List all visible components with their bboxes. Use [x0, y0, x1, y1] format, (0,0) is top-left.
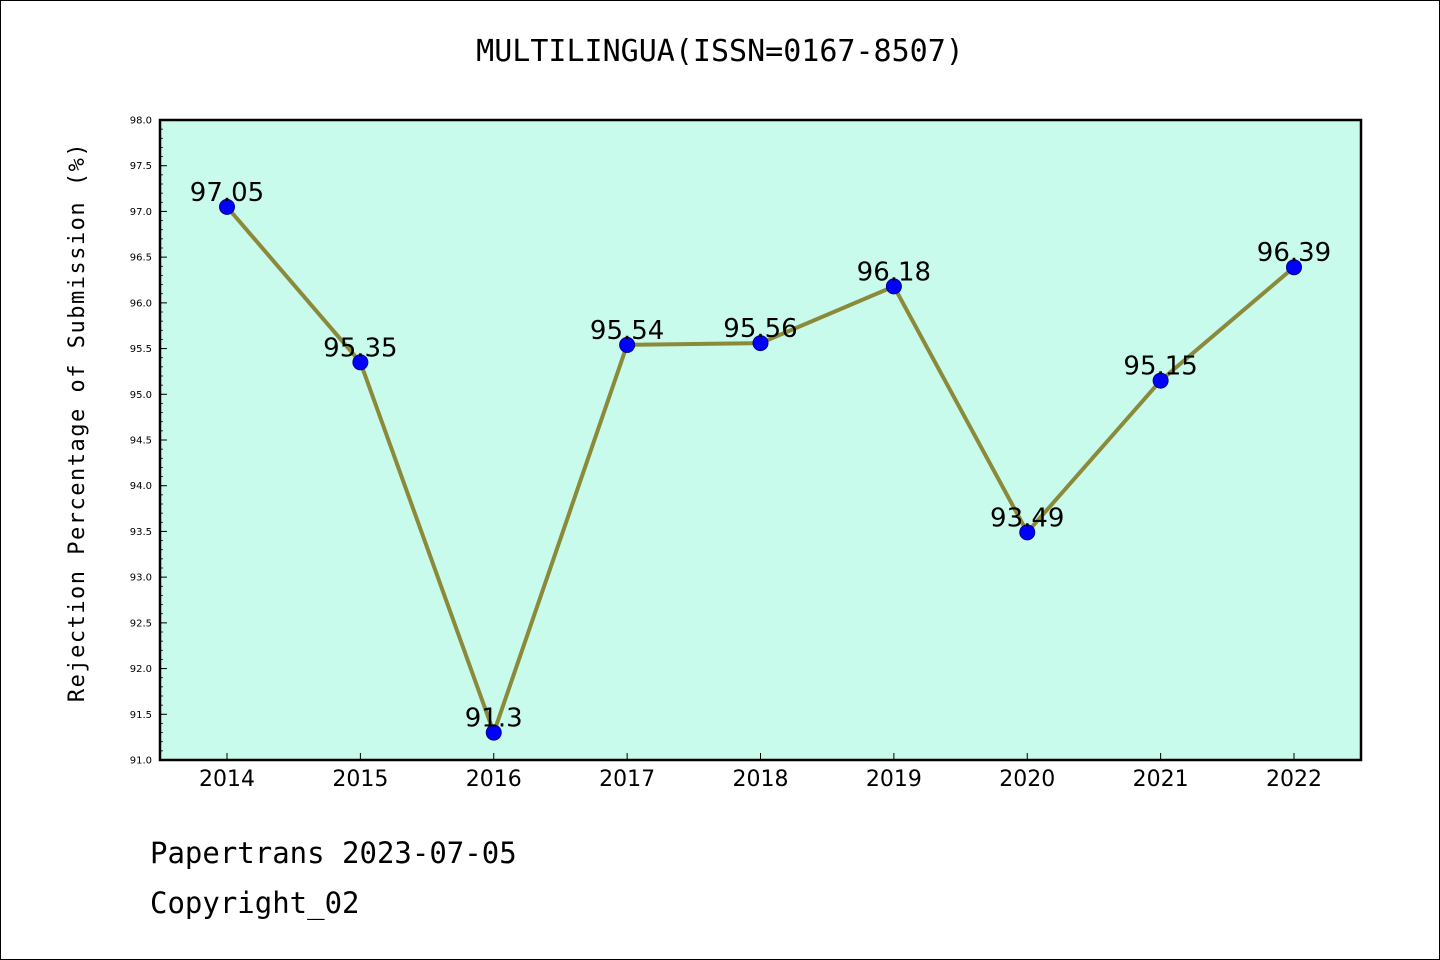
data-label: 96.39 [1257, 238, 1331, 268]
x-tick-label: 2015 [332, 767, 388, 792]
y-tick-label: 91.5 [130, 710, 152, 721]
data-label: 91.3 [465, 704, 523, 734]
data-labels: 97.05 95.35 91.3 95.54 95.56 96.18 93.49 95.15 9… [190, 178, 1331, 734]
chart-title: MULTILINGUA(ISSN=0167-8507) [476, 34, 964, 69]
y-tick-label: 94.0 [130, 481, 152, 492]
x-tick-label: 2014 [199, 767, 255, 792]
data-label: 97.05 [190, 178, 264, 208]
data-point [485, 724, 502, 741]
y-tick-label: 92.0 [130, 664, 152, 675]
x-tick-label: 2020 [999, 767, 1055, 792]
x-tick-label: 2017 [599, 767, 655, 792]
data-point [619, 336, 636, 353]
x-tick-label: 2021 [1133, 767, 1189, 792]
data-point [885, 278, 902, 295]
y-tick-label: 97.5 [130, 161, 152, 172]
y-tick-label: 95.5 [130, 344, 152, 355]
footer-copyright: Copyright_02 [150, 886, 360, 920]
y-tick-label: 95.0 [130, 390, 152, 401]
y-tick-label: 91.0 [130, 756, 152, 767]
data-label: 95.54 [590, 316, 664, 346]
data-label: 95.35 [323, 333, 397, 363]
y-tick-label: 93.5 [130, 527, 152, 538]
data-point [352, 354, 369, 371]
x-tick-label: 2018 [733, 767, 789, 792]
plot-area [160, 120, 1361, 760]
x-tick-label: 2016 [466, 767, 522, 792]
data-label: 95.15 [1123, 352, 1197, 382]
y-tick-label: 97.0 [130, 207, 152, 218]
data-points [219, 198, 1302, 741]
data-point [1152, 372, 1169, 389]
y-tick-label: 94.5 [130, 436, 152, 447]
y-tick-label: 96.5 [130, 253, 152, 264]
x-tick-label: 2019 [866, 767, 922, 792]
y-tick-label: 93.0 [130, 573, 152, 584]
data-label: 96.18 [857, 257, 931, 287]
data-label: 93.49 [990, 503, 1064, 533]
y-axis-label: Rejection Percentage of Submission (%) [65, 142, 90, 702]
y-tick-label: 96.0 [130, 298, 152, 309]
x-axis: 2014 2015 2016 2017 2018 2019 2020 2021 2022 [199, 753, 1322, 792]
data-point [752, 335, 769, 352]
y-axis: 91.0 91.5 92.0 92.5 93.0 93.5 94.0 94.5 95.0 95.5… [130, 116, 167, 767]
data-label: 95.56 [723, 314, 797, 344]
data-point [219, 198, 235, 215]
y-tick-label: 98.0 [130, 116, 152, 127]
footer-source: Papertrans 2023-07-05 [150, 836, 517, 870]
plot-border [158, 118, 1363, 762]
y-tick-label: 92.5 [130, 618, 152, 629]
x-tick-label: 2022 [1266, 767, 1322, 792]
data-point [1019, 524, 1036, 541]
data-point [1286, 259, 1302, 276]
